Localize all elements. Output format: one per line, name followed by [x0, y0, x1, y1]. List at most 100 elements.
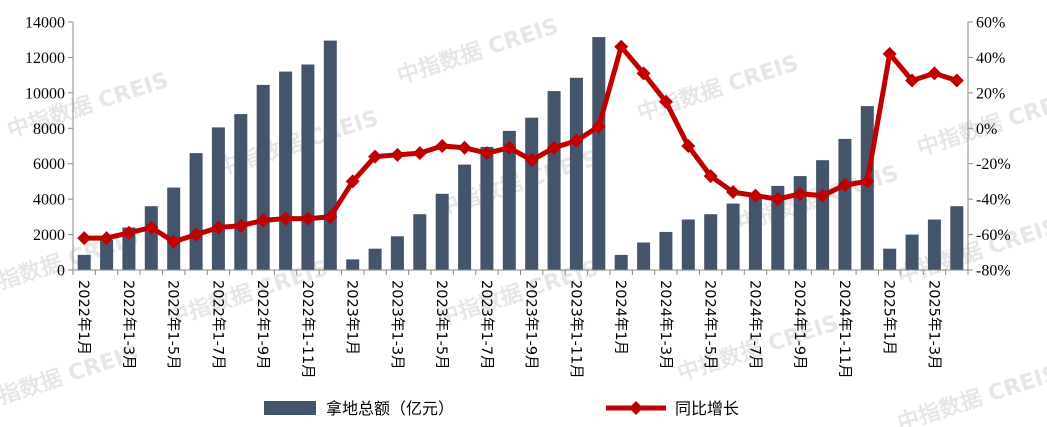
line-marker — [547, 140, 562, 155]
x-tick-label: 2024年1-7月 — [746, 280, 763, 370]
line-marker — [614, 39, 629, 54]
x-tick-label: 2025年1月 — [881, 280, 898, 355]
line-marker — [726, 185, 741, 200]
right-y-tick-label: 60% — [976, 15, 1005, 32]
left-y-axis: 0 2000 4000 6000 8000 10000 12000 14000 — [25, 15, 73, 280]
line-marker — [121, 225, 136, 240]
x-tick-label: 2024年1-11月 — [836, 280, 853, 379]
right-y-tick-label: -40% — [976, 192, 1011, 209]
line-marker — [256, 213, 271, 228]
bar — [413, 214, 427, 270]
bar — [525, 117, 539, 270]
line-marker — [569, 133, 584, 148]
line-marker — [189, 227, 204, 242]
bar — [256, 84, 270, 271]
right-y-tick-label: 40% — [976, 50, 1005, 67]
bar — [547, 91, 561, 270]
line-marker — [658, 94, 673, 109]
bar — [301, 64, 315, 270]
line-marker — [144, 220, 159, 235]
bar — [726, 203, 740, 270]
legend-label-line: 同比增长 — [675, 399, 739, 418]
line-marker — [457, 140, 472, 155]
left-y-tick-label: 8000 — [33, 121, 65, 138]
x-tick-label: 2024年1-3月 — [657, 280, 674, 370]
axes — [72, 22, 969, 275]
line-marker — [591, 119, 606, 134]
bar — [681, 219, 695, 270]
right-y-tick-label: -20% — [976, 156, 1011, 173]
x-tick-label: 2022年1-7月 — [209, 280, 226, 370]
bar — [122, 227, 136, 270]
line-marker — [949, 73, 964, 88]
legend-marker — [629, 401, 643, 415]
line-marker — [300, 211, 315, 226]
bar — [211, 127, 225, 271]
left-y-tick-label: 0 — [57, 263, 65, 280]
bar — [167, 187, 181, 270]
bar — [480, 146, 494, 270]
bar — [950, 206, 964, 270]
x-axis-labels: 2022年1月 2022年1-3月 2022年1-5月 2022年1-7月 2022年1… — [75, 280, 942, 379]
line-marker — [837, 177, 852, 192]
bar — [390, 236, 404, 270]
watermark: 中指数据 CREIS — [394, 13, 562, 90]
line-marker — [345, 174, 360, 189]
line-marker — [278, 211, 293, 226]
x-tick-label: 2023年1月 — [344, 280, 361, 355]
right-y-tick-label: -60% — [976, 227, 1011, 244]
watermark: 中指数据 CREIS — [4, 67, 172, 144]
left-y-tick-label: 10000 — [25, 85, 65, 102]
left-y-tick-label: 4000 — [33, 192, 65, 209]
x-tick-label: 2025年1-3月 — [925, 280, 942, 370]
line-marker — [233, 218, 248, 233]
x-tick-label: 2024年1月 — [612, 280, 629, 355]
line-marker — [524, 153, 539, 168]
bar — [793, 176, 807, 270]
x-tick-label: 2024年1-9月 — [791, 280, 808, 370]
bar — [748, 194, 762, 270]
x-tick-label: 2022年1-11月 — [299, 280, 316, 379]
line-marker — [390, 147, 405, 162]
legend-label-bar: 拿地总额（亿元） — [326, 399, 454, 418]
line-marker — [166, 234, 181, 249]
bar — [502, 130, 516, 270]
line-marker — [748, 188, 763, 203]
line-marker — [636, 66, 651, 81]
watermark: 中指数据 CREIS — [634, 50, 802, 127]
bar — [569, 77, 583, 270]
x-tick-label: 2023年1-3月 — [388, 280, 405, 370]
bar — [458, 164, 472, 270]
line-marker — [323, 209, 338, 224]
right-y-tick-label: 0% — [976, 121, 997, 138]
x-tick-label: 2024年1-5月 — [702, 280, 719, 370]
right-y-axis: -80% -60% -40% -20% 0% 20% 40% 60% — [968, 15, 1011, 280]
x-tick-label: 2023年1-5月 — [433, 280, 450, 370]
bar — [144, 206, 158, 270]
bar — [592, 37, 606, 270]
x-tick-label: 2022年1-5月 — [165, 280, 182, 370]
line-marker — [703, 169, 718, 184]
line-marker — [681, 139, 696, 153]
line-marker — [860, 174, 875, 189]
bar — [323, 40, 337, 270]
line-marker — [99, 231, 114, 246]
left-y-tick-label: 12000 — [25, 50, 65, 67]
line-marker — [368, 149, 383, 164]
line-marker — [502, 140, 517, 155]
bar — [704, 214, 718, 270]
left-y-tick-label: 2000 — [33, 227, 65, 244]
line-marker — [927, 66, 942, 81]
x-tick-label: 2023年1-11月 — [567, 280, 584, 379]
line-marker — [793, 186, 808, 201]
legend-swatch-bar — [264, 401, 316, 415]
x-tick-label: 2023年1-7月 — [478, 280, 495, 370]
bar — [346, 259, 360, 270]
bar — [905, 234, 919, 270]
line-series — [77, 39, 964, 249]
bar — [637, 242, 651, 270]
bar — [279, 71, 293, 270]
bar — [368, 248, 382, 270]
x-tick-label: 2022年1-3月 — [120, 280, 137, 370]
